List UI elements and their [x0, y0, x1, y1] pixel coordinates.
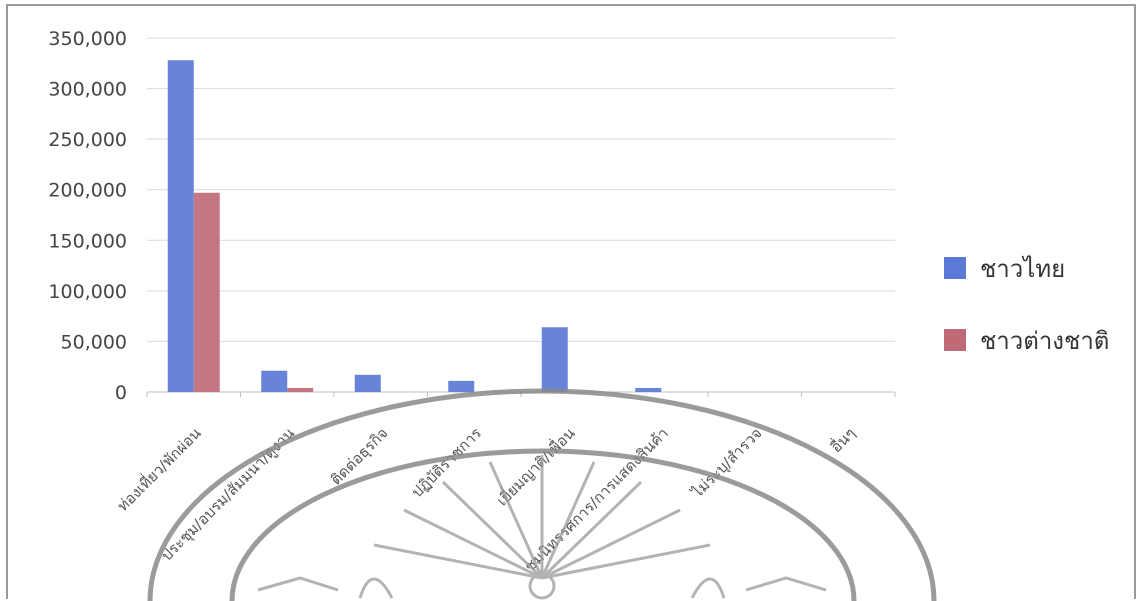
- x-axis-ticks: ท่องเที่ยว/พักผ่อนประชุม/อบรม/สัมมนา/ดูง…: [112, 423, 859, 576]
- legend-swatch: [944, 329, 966, 351]
- y-tick-label: 300,000: [48, 79, 127, 101]
- y-tick-label: 200,000: [48, 180, 127, 202]
- bar-thai: [354, 374, 381, 392]
- seal-watermark: [147, 388, 937, 601]
- y-tick-label: 250,000: [48, 129, 127, 151]
- y-tick-label: 100,000: [48, 281, 127, 303]
- bar-foreign: [193, 192, 220, 392]
- legend-swatch: [944, 257, 966, 279]
- bar-thai: [167, 60, 194, 392]
- y-tick-label: 150,000: [48, 230, 127, 252]
- bar-foreign: [287, 387, 314, 392]
- y-tick-label: 350,000: [48, 28, 127, 50]
- x-tick-label: อื่นๆ: [826, 423, 859, 456]
- bars: [167, 60, 662, 392]
- legend-label: ชาวต่างชาติ: [980, 327, 1109, 355]
- y-axis-ticks: 0 50,000 100,000 150,000 200,000 250,000 300,0…: [48, 28, 127, 404]
- y-tick-label: 50,000: [61, 331, 127, 353]
- y-tick-label: 0: [115, 382, 127, 404]
- legend-label: ชาวไทย: [980, 255, 1065, 283]
- x-tick-label: ท่องเที่ยว/พักผ่อน: [112, 423, 204, 515]
- bar-thai: [541, 327, 568, 392]
- bar-thai: [448, 380, 475, 392]
- bar-thai: [635, 387, 662, 392]
- bar-thai: [261, 370, 288, 392]
- gridlines: [146, 37, 896, 397]
